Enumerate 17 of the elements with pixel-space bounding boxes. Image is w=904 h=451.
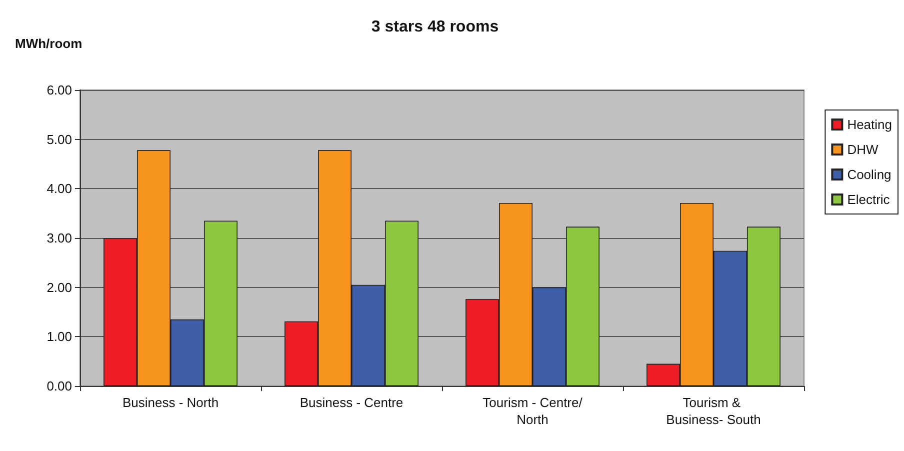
legend-label: Heating — [847, 117, 892, 132]
legend-label: Cooling — [847, 167, 892, 182]
y-tick-label: 3.00 — [46, 230, 72, 246]
y-tick-label: 6.00 — [46, 82, 72, 98]
chart-title: 3 stars 48 rooms — [371, 18, 499, 36]
x-tick-label: Tourism - Centre/North — [482, 395, 583, 427]
y-tick-label: 4.00 — [46, 181, 72, 196]
y-tick-label: 0.00 — [46, 378, 72, 394]
y-tick-label: 1.00 — [46, 329, 72, 344]
x-tick-label: Tourism & Business- South — [666, 395, 761, 427]
y-tick-label: 2.00 — [46, 280, 72, 295]
x-tick-label: Business - Centre — [300, 395, 404, 410]
y-axis-title: MWh/room — [15, 36, 82, 51]
y-tick-label: 5.00 — [46, 132, 72, 147]
x-tick-label: Business - North — [122, 395, 219, 410]
legend-label: Electric — [847, 192, 890, 207]
legend-label: DHW — [847, 142, 879, 157]
